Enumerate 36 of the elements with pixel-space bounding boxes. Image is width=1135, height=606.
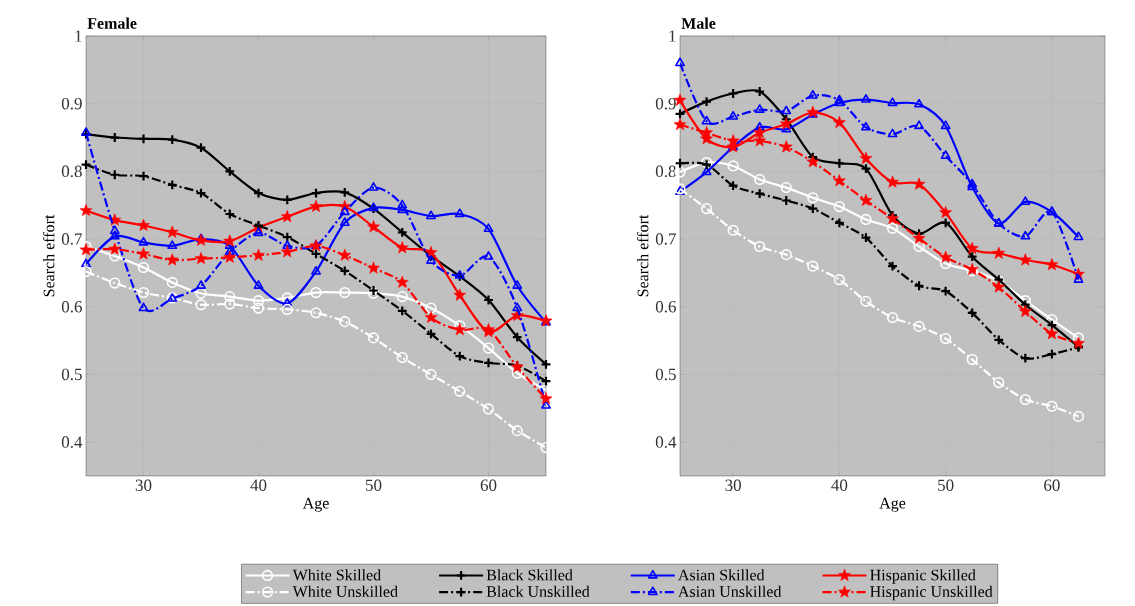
x-axis-title: Age [879, 497, 906, 512]
chart-title: Female [87, 17, 137, 29]
y-axis-title: Search effort [42, 214, 55, 297]
y-tick-label: 1 [75, 30, 82, 42]
legend-label: White Skilled [292, 569, 381, 581]
y-tick-label: 0.5 [61, 368, 82, 381]
y-tick-label: 0.4 [655, 436, 677, 448]
y-tick-label: 0.9 [655, 97, 676, 110]
y-tick-label: 0.6 [61, 300, 82, 313]
y-tick-label: 0.5 [655, 368, 676, 381]
x-tick-label: 60 [480, 479, 497, 491]
legend-label: Asian Unskilled [678, 585, 782, 598]
y-tick-label: 0.8 [61, 165, 82, 178]
legend-label: Black Skilled [486, 569, 573, 581]
y-tick-label: 0.7 [61, 233, 83, 245]
x-tick-label: 50 [366, 479, 382, 491]
x-tick-label: 60 [1044, 479, 1060, 491]
chart-title: Male [681, 17, 716, 29]
x-tick-label: 30 [135, 479, 152, 491]
legend-label: Asian Skilled [678, 569, 765, 581]
y-tick-label: 0.8 [655, 165, 676, 178]
y-tick-label: 0.4 [61, 436, 83, 448]
x-tick-label: 40 [831, 479, 848, 491]
legend-label: Hispanic Unskilled [870, 585, 993, 601]
legend-label: White Unskilled [292, 585, 398, 598]
y-tick-label: 1 [669, 30, 676, 42]
x-axis-title: Age [302, 497, 329, 512]
x-tick-label: 40 [250, 479, 267, 491]
legend-label: Black Unskilled [486, 585, 590, 598]
y-tick-label: 0.7 [655, 233, 677, 245]
y-tick-label: 0.9 [61, 97, 82, 110]
y-axis-title: Search effort [636, 214, 649, 297]
x-tick-label: 50 [938, 479, 954, 491]
legend-label: Hispanic Skilled [870, 569, 976, 584]
y-tick-label: 0.6 [655, 300, 676, 313]
x-tick-label: 30 [725, 479, 741, 491]
